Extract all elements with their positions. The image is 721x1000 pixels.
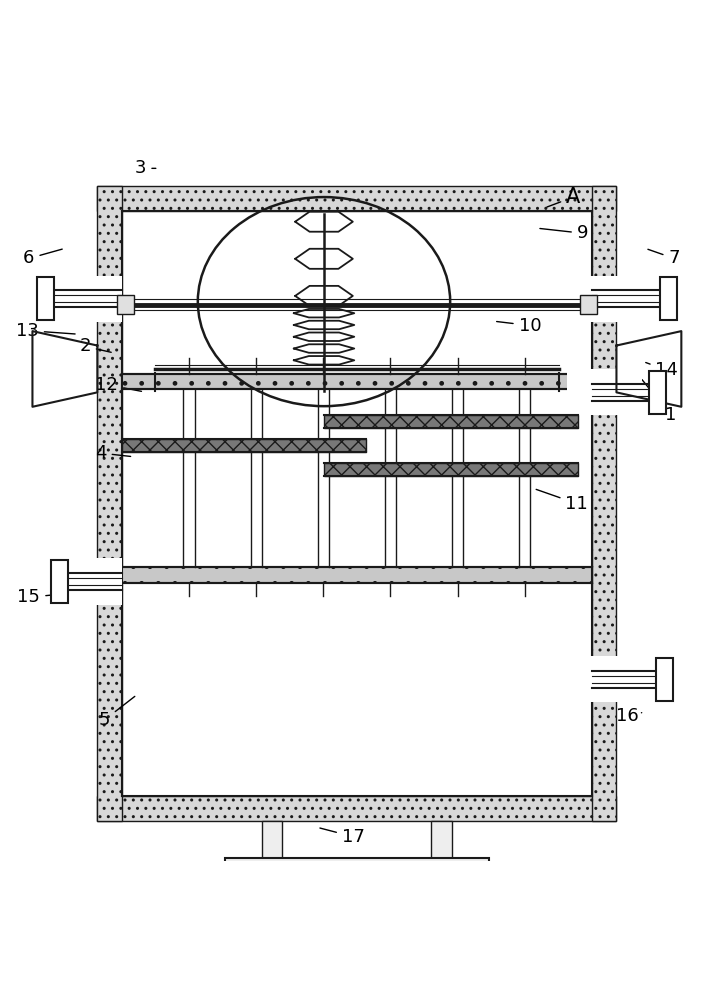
Bar xyxy=(262,821,283,858)
Text: 14: 14 xyxy=(646,361,678,379)
Text: 5: 5 xyxy=(99,696,135,729)
Bar xyxy=(324,463,578,476)
Bar xyxy=(656,658,673,701)
Bar xyxy=(592,186,616,821)
Bar xyxy=(37,276,122,322)
Bar xyxy=(51,558,122,605)
Text: 7: 7 xyxy=(648,249,680,267)
Text: 15: 15 xyxy=(17,588,62,606)
Text: 17: 17 xyxy=(320,828,365,846)
Bar xyxy=(324,415,578,428)
Polygon shape xyxy=(616,331,681,407)
Text: 6: 6 xyxy=(23,249,62,267)
Text: 10: 10 xyxy=(497,317,541,335)
Bar xyxy=(122,439,366,452)
Text: 3: 3 xyxy=(135,159,156,177)
Text: 2: 2 xyxy=(79,337,111,355)
Text: 1: 1 xyxy=(642,380,676,424)
Text: 4: 4 xyxy=(95,444,131,462)
Polygon shape xyxy=(32,331,97,407)
Bar xyxy=(117,295,134,314)
Bar xyxy=(580,295,597,314)
Text: 12: 12 xyxy=(95,376,141,394)
Bar xyxy=(649,371,666,414)
Bar xyxy=(122,211,592,796)
Bar xyxy=(97,186,616,211)
Text: 16: 16 xyxy=(616,707,642,725)
Bar xyxy=(51,560,68,603)
Text: 9: 9 xyxy=(540,224,588,242)
Bar xyxy=(567,656,649,702)
Bar xyxy=(660,277,677,320)
Text: 13: 13 xyxy=(16,322,75,340)
Bar xyxy=(122,567,592,583)
Bar xyxy=(431,821,451,858)
Bar xyxy=(567,369,642,415)
Bar xyxy=(567,276,653,322)
Text: A: A xyxy=(547,187,580,207)
Bar xyxy=(37,277,54,320)
Bar xyxy=(122,374,592,389)
Bar xyxy=(97,796,616,821)
Bar xyxy=(225,858,489,870)
Text: 11: 11 xyxy=(536,489,588,513)
Bar xyxy=(97,186,122,821)
